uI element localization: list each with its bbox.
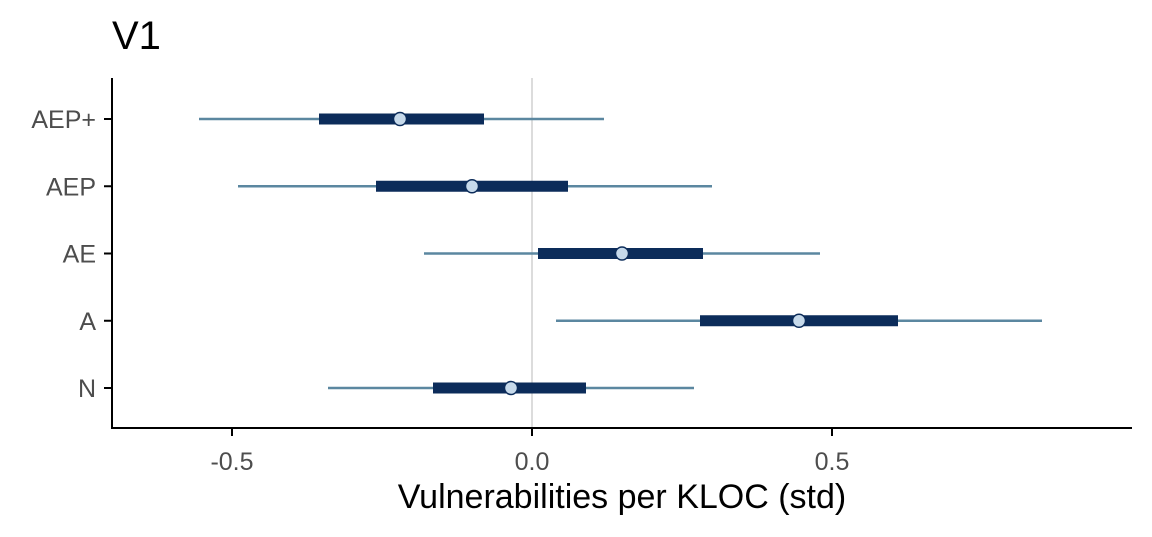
- point-estimate: [614, 246, 630, 261]
- y-tick-label: AEP+: [31, 106, 96, 134]
- y-tick-label: AEP: [46, 173, 96, 201]
- point-estimate: [791, 313, 807, 328]
- point-estimate: [464, 179, 480, 194]
- y-tick-label: AE: [63, 241, 96, 269]
- x-tick-label: -0.5: [210, 448, 253, 476]
- y-tick-label: A: [79, 308, 96, 336]
- x-axis-label: Vulnerabilities per KLOC (std): [397, 478, 847, 516]
- point-estimate: [503, 380, 519, 396]
- chart-title: V1: [112, 14, 161, 58]
- x-tick-label: 0.5: [815, 448, 850, 476]
- point-estimate: [392, 111, 408, 127]
- x-tick-label: 0.0: [515, 448, 550, 476]
- y-tick-label: N: [78, 375, 96, 403]
